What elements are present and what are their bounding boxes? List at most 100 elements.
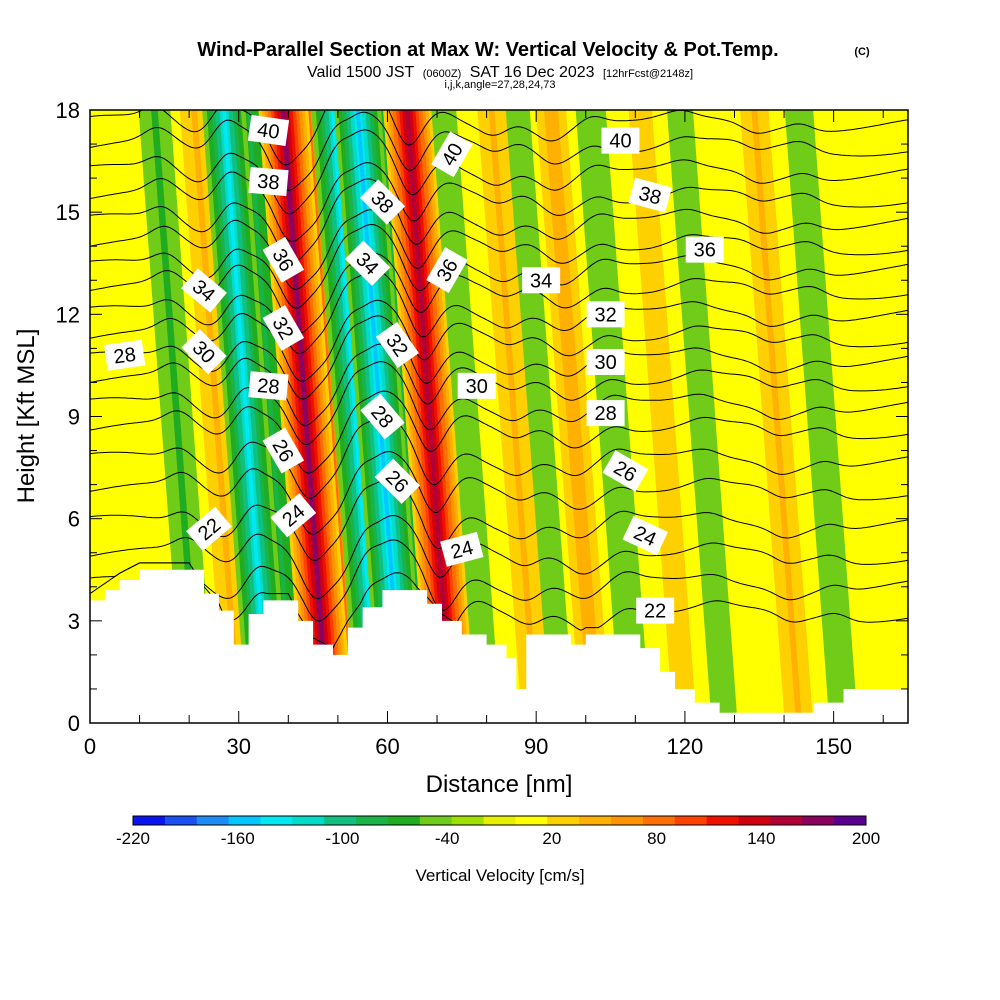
contour-label-box [431,131,473,178]
contour-label-box [344,240,391,286]
contour-label-text: 40 [256,119,281,144]
isentrope-28 [90,390,908,474]
colorbar-tick-label: -40 [435,829,460,848]
contour-label-19: 24 [440,531,484,567]
y-tick-label: 0 [68,711,80,736]
contour-label-box [628,177,672,213]
w-band-1-0 [666,110,738,723]
isentrope-32 [90,299,908,382]
colorbar-swatch [196,816,230,825]
contour-label-box [685,236,724,263]
colorbar-frame [132,815,867,826]
w-band-11-24 [246,110,296,723]
y-tick-label: 12 [56,302,80,327]
contour-label-box [522,267,561,294]
colorbar-tick-label: -220 [116,829,150,848]
contour-label-22: 38 [628,177,672,213]
w-band-14-24 [221,110,271,723]
contour-label-box [359,179,406,225]
colorbar-tick-label: 80 [647,829,666,848]
isentrope-36 [90,209,908,290]
contour-label-text: 34 [530,270,552,292]
x-tick-label: 90 [524,734,548,759]
colorbar-swatch [451,816,484,825]
valid-time: Valid 1500 JST [307,64,415,81]
colorbar-tick-label: -160 [221,829,255,848]
contour-label-box [622,515,668,556]
contour-label-box [360,393,405,440]
isentrope-37 [90,178,908,264]
plot-area: 4038363432302828262422383432282640363024… [90,110,908,723]
contour-label-box [601,127,640,154]
colorbar-swatch [133,816,166,825]
contour-label-box [586,400,625,427]
contour-label-box [248,166,289,197]
title-mark: (C) [854,46,870,58]
isentrope-24 [90,514,908,600]
isentrope-31 [90,315,908,400]
contour-label-text: 30 [594,352,616,374]
colorbar-swatch [387,816,421,825]
colorbar-swatch [356,816,389,825]
contour-label-14: 28 [360,393,405,440]
isentrope-26 [90,451,908,535]
contour-label-text: 40 [609,131,631,153]
contour-label-box [374,458,420,504]
y-tick-label: 18 [56,98,80,123]
contour-label-text: 36 [694,240,716,262]
isentrope-35 [90,223,908,309]
contour-label-text: 30 [466,376,488,398]
w-band-17-24 [405,110,454,723]
contour-label-box [426,247,468,294]
colorbar-tick-label: -100 [325,829,359,848]
isentrope-33 [90,269,908,354]
x-tick-label: 60 [375,734,399,759]
isentrope-41 [90,110,908,166]
colorbar-swatch [611,816,644,825]
contour-label-7: 28 [248,371,289,401]
theta-contours [90,110,908,649]
contour-label-box [181,268,227,313]
isentrope-25 [90,478,908,561]
y-tick-label: 6 [68,507,80,532]
isentrope-39 [90,129,908,215]
contour-label-box [440,531,484,567]
colorbar-swatch [834,816,867,825]
colorbar-swatch [483,816,516,825]
contour-label-26: 28 [586,400,625,427]
colorbar-swatch [547,816,580,825]
contour-label-text: 28 [256,375,280,399]
isentrope-30 [90,343,908,427]
contour-label-box [270,493,317,538]
contour-label-18: 30 [457,372,496,399]
colorbar-tick-label: 200 [852,829,880,848]
contour-label-16: 40 [431,131,473,178]
forecast-info: [12hrFcst@2148z] [603,68,693,80]
contour-label-box [248,371,289,401]
colorbar-swatch [324,816,357,825]
colorbar-swatch [260,816,293,825]
contour-label-box [262,427,305,474]
valid-utc: (0600Z) [423,68,462,80]
contour-label-21: 40 [601,127,640,154]
colorbar-tick-label: 20 [542,829,561,848]
contour-labels: 4038363432302828262422383432282640363024… [104,114,724,624]
contour-label-box [586,301,625,328]
contour-label-0: 40 [247,114,290,146]
y-tick-label: 15 [56,200,80,225]
contour-label-box [104,339,146,371]
colorbar-swatch [515,816,548,825]
contour-label-24: 32 [586,301,625,328]
contour-label-text: 28 [112,344,137,369]
contour-label-box [247,114,290,146]
colorbar-swatch [228,816,261,825]
valid-line: Valid 1500 JST (0600Z) SAT 16 Dec 2023 [… [307,64,693,81]
contour-label-box [375,321,419,369]
contour-label-4: 32 [262,305,305,351]
colorbar-swatch [164,816,198,825]
contour-label-text: 28 [594,403,616,425]
contour-label-box [262,305,305,351]
contour-label-29: 22 [636,597,675,624]
